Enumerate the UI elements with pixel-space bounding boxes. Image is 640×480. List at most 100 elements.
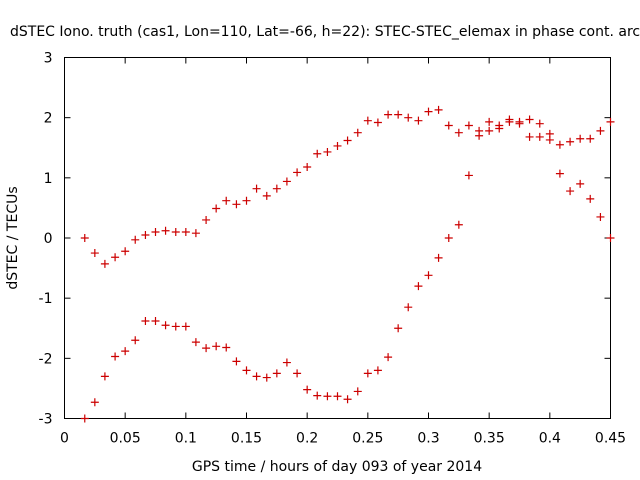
data-point (596, 212, 605, 221)
data-point (444, 121, 453, 130)
data-point (596, 126, 605, 135)
data-point (414, 116, 423, 125)
data-point (222, 196, 231, 205)
data-point (252, 372, 261, 381)
data-point (303, 163, 312, 172)
y-tick-label: -1 (39, 291, 53, 307)
data-point (232, 200, 241, 209)
data-point (181, 227, 190, 236)
data-point (202, 215, 211, 224)
data-point (434, 105, 443, 114)
data-point (363, 116, 372, 125)
data-point (262, 373, 271, 382)
data-point (394, 110, 403, 119)
data-point (282, 177, 291, 186)
data-point (131, 336, 140, 345)
data-point (525, 132, 534, 141)
data-point (151, 317, 160, 326)
data-point (323, 392, 332, 401)
data-point (566, 187, 575, 196)
data-point (272, 369, 281, 378)
data-point (555, 140, 564, 149)
data-point (485, 126, 494, 135)
data-point (545, 129, 554, 138)
data-point (343, 136, 352, 145)
data-point (202, 344, 211, 353)
data-point (293, 369, 302, 378)
data-point (414, 282, 423, 291)
data-point (121, 247, 130, 256)
data-point (363, 369, 372, 378)
data-point (454, 128, 463, 137)
x-tick-label: 0.4 (539, 431, 561, 447)
x-tick-label: 0.1 (175, 431, 197, 447)
data-point (535, 119, 544, 128)
data-point (434, 253, 443, 262)
data-point (373, 118, 382, 127)
data-point (171, 227, 180, 236)
data-point (313, 149, 322, 158)
x-tick-label: 0.25 (352, 431, 383, 447)
data-point (242, 366, 251, 375)
x-axis: 0 0.05 0.1 0.15 0.2 0.25 0.3 0.35 0.4 0.45 (60, 57, 626, 447)
data-point (161, 226, 170, 235)
data-point (555, 169, 564, 178)
data-point (404, 303, 413, 312)
data-point (80, 414, 89, 423)
data-point (323, 147, 332, 156)
data-point (293, 168, 302, 177)
data-point (485, 117, 494, 126)
data-point (222, 343, 231, 352)
data-point (100, 259, 109, 268)
x-tick-label: 0.3 (417, 431, 439, 447)
data-point (475, 126, 484, 135)
data-point (454, 220, 463, 229)
data-point (505, 115, 514, 124)
data-point (464, 171, 473, 180)
data-point (586, 194, 595, 203)
plot-frame (64, 57, 611, 419)
data-point (191, 229, 200, 238)
y-tick-label: 0 (44, 231, 53, 247)
data-point (384, 353, 393, 362)
y-tick-label: 3 (44, 51, 53, 67)
y-axis-label: dSTEC / TECUs (5, 186, 21, 289)
x-tick-label: 0.45 (595, 431, 626, 447)
data-point (181, 322, 190, 331)
data-point (404, 113, 413, 122)
y-tick-label: -2 (39, 351, 53, 367)
data-point (121, 347, 130, 356)
data-point (242, 196, 251, 205)
data-point (525, 115, 534, 124)
data-point (576, 179, 585, 188)
data-point (424, 107, 433, 116)
data-point (384, 110, 393, 119)
data-point (282, 358, 291, 367)
x-tick-label: 0.2 (296, 431, 318, 447)
data-point (141, 230, 150, 239)
data-point (90, 398, 99, 407)
data-point (272, 184, 281, 193)
data-point (444, 234, 453, 242)
data-point (151, 227, 160, 236)
data-point (353, 128, 362, 137)
y-tick-label: 2 (44, 111, 53, 127)
data-point (80, 234, 89, 242)
x-tick-label: 0.05 (110, 431, 141, 447)
data-point (90, 249, 99, 258)
data-point (464, 121, 473, 130)
data-point (606, 117, 615, 126)
chart-title: dSTEC Iono. truth (cas1, Lon=110, Lat=-6… (10, 24, 640, 40)
x-tick-label: 0 (60, 431, 69, 447)
x-tick-label: 0.35 (474, 431, 505, 447)
data-point (141, 317, 150, 326)
x-tick-label: 0.15 (231, 431, 262, 447)
x-axis-label: GPS time / hours of day 093 of year 2014 (192, 459, 482, 475)
data-point (373, 366, 382, 375)
data-point (394, 324, 403, 333)
data-point (333, 392, 342, 401)
y-tick-label: -3 (39, 412, 53, 428)
data-point (100, 372, 109, 381)
data-point (495, 121, 504, 130)
